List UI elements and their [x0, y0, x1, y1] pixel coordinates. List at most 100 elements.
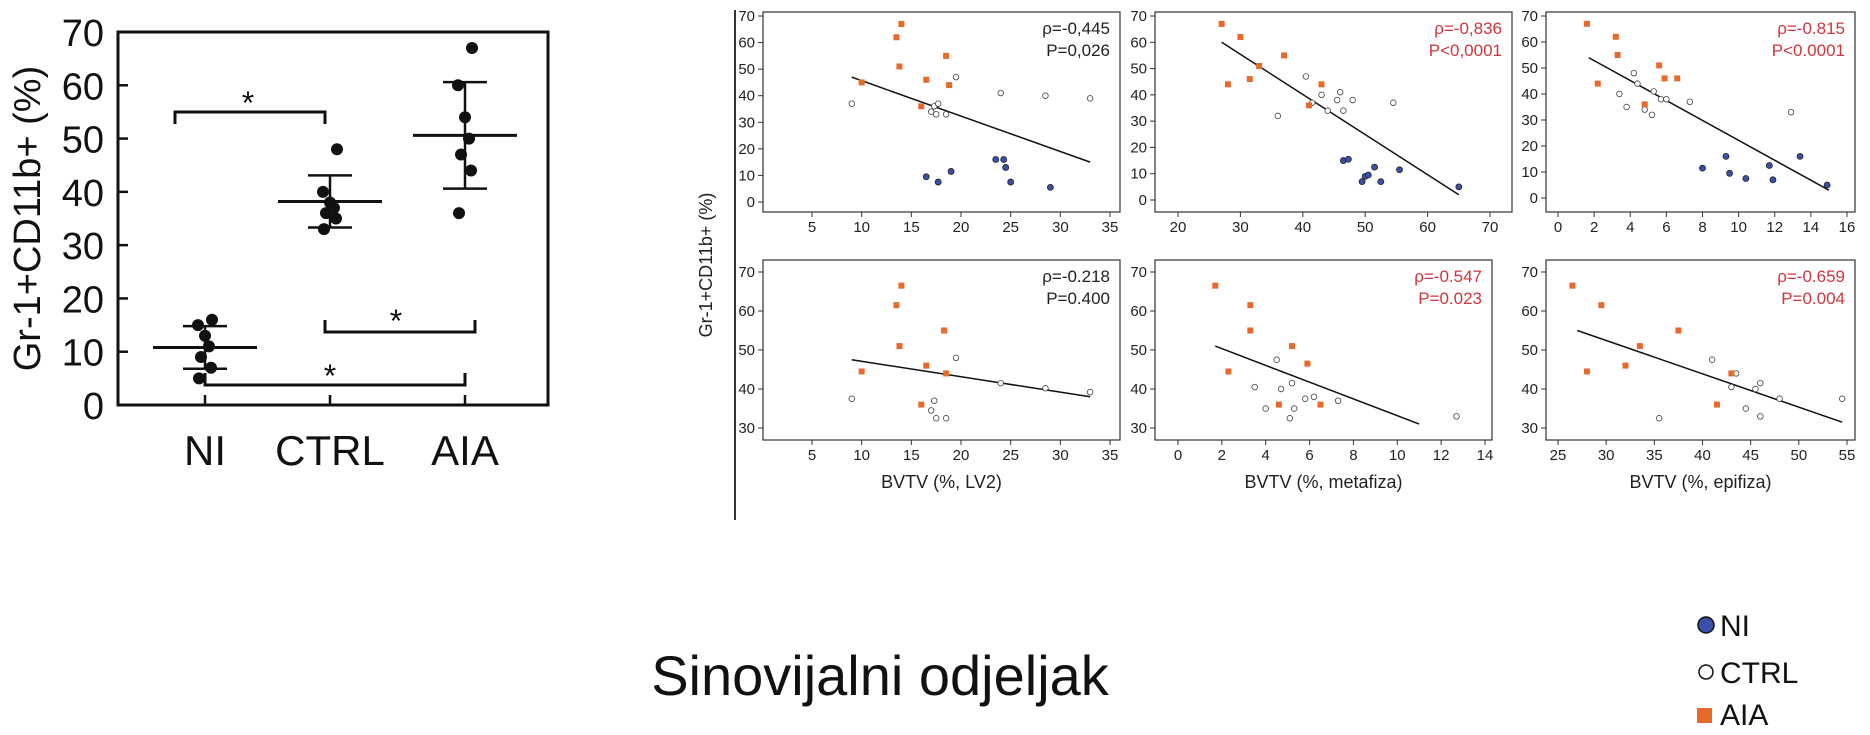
data-point-ni — [1002, 164, 1010, 171]
data-point-aia — [858, 368, 865, 375]
x-tick-label: 10 — [1730, 219, 1747, 236]
data-point-ctrl — [997, 89, 1004, 97]
data-point-ctrl — [1273, 356, 1280, 363]
data-point-aia — [1656, 62, 1663, 69]
x-tick-label: 35 — [1102, 219, 1119, 236]
data-point-aia — [896, 343, 903, 350]
x-tick-label: 14 — [1803, 219, 1820, 236]
data-point-aia — [1569, 282, 1576, 289]
category-label: CTRL — [275, 427, 385, 474]
scatter-panel-4: 5 10 15 20 25 30 35 30 40 50 60 70 BVTV (%, LV2) ρ=-0… — [738, 259, 1121, 492]
y-tick-label: 60 — [1130, 34, 1147, 51]
data-point-ctrl — [848, 395, 855, 402]
data-point-aia — [893, 302, 900, 309]
x-tick-label: 10 — [1389, 447, 1406, 464]
legend: NI CTRL AIA — [1697, 610, 1798, 732]
plot-frame — [1545, 11, 1856, 213]
data-point-ctrl — [1277, 385, 1285, 393]
data-point-aia — [1614, 52, 1621, 58]
x-axis-label: BVTV (%, LV2) — [881, 472, 1002, 492]
x-tick-label: 20 — [953, 219, 970, 236]
x-tick-label: 8 — [1698, 219, 1706, 236]
data-point-ctrl — [934, 100, 942, 107]
data-point-ni — [1358, 178, 1366, 186]
data-point-ctrl — [1752, 385, 1759, 393]
x-tick-label: 20 — [1170, 219, 1187, 236]
data-point-ctrl — [928, 407, 935, 414]
x-tick-label: 45 — [1742, 447, 1759, 464]
data-point-ctrl — [930, 397, 938, 404]
data-point-ni — [1769, 176, 1777, 184]
y-tick-label: 40 — [1521, 381, 1538, 398]
x-tick-label: 20 — [953, 447, 970, 464]
data-point-ctrl — [952, 73, 960, 81]
data-point-ctrl — [1838, 395, 1846, 402]
data-point-ctrl — [1274, 112, 1282, 120]
data-point-ctrl — [952, 354, 960, 361]
data-point-ctrl — [932, 415, 940, 422]
data-point-aia — [918, 103, 925, 110]
data-point-ni — [1726, 169, 1733, 177]
data-point-ctrl — [1787, 108, 1795, 116]
data-point-aia — [1661, 75, 1668, 82]
data-point-ni — [1377, 178, 1385, 186]
x-tick-label: 50 — [1357, 219, 1374, 236]
significance-star: * — [390, 303, 402, 339]
x-tick-label: 30 — [1052, 447, 1069, 464]
y-tick-label: 10 — [1521, 164, 1538, 181]
y-tick-label: 70 — [1130, 8, 1147, 25]
y-tick-label: 50 — [738, 61, 755, 78]
data-point — [331, 143, 343, 156]
data-point-ctrl — [1390, 99, 1397, 106]
data-point-aia — [1598, 302, 1605, 309]
data-point-ctrl — [1616, 90, 1623, 98]
data-point-aia — [1218, 20, 1225, 27]
stats-label: P=0,026 — [1046, 41, 1110, 60]
x-tick-label: 2 — [1218, 447, 1226, 464]
data-point-ctrl — [1086, 95, 1094, 102]
scatter-panel-6: 25 30 35 40 45 50 55 30 40 50 60 70 BVTV (%, epifiza… — [1521, 259, 1856, 492]
x-tick-label: 16 — [1839, 219, 1856, 236]
x-tick-label: 25 — [1550, 447, 1567, 464]
x-tick-label: 2 — [1590, 219, 1598, 236]
data-point-ctrl — [1349, 96, 1356, 104]
data-point-ctrl — [1291, 405, 1298, 412]
significance-star: * — [324, 358, 336, 394]
data-point — [317, 185, 329, 198]
y-tick-label: 30 — [1521, 420, 1538, 437]
y-tick-label: 60 — [1130, 303, 1147, 320]
y-tick-label: 40 — [62, 173, 104, 215]
data-point — [330, 212, 342, 225]
y-tick-label: 30 — [1521, 112, 1538, 129]
x-tick-label: 25 — [1002, 447, 1019, 464]
y-tick-label: 50 — [62, 120, 104, 162]
data-point-aia — [1281, 52, 1288, 59]
data-point-aia — [898, 20, 905, 27]
plot-frame — [762, 259, 1121, 441]
data-point-ctrl — [1302, 73, 1310, 80]
data-point-aia — [1247, 302, 1254, 309]
y-tick-label: 20 — [1130, 139, 1147, 156]
y-tick-label: 10 — [1130, 166, 1147, 183]
data-point-ctrl — [1728, 383, 1735, 391]
data-point-ctrl — [1650, 88, 1657, 95]
data-point — [453, 207, 465, 220]
data-point-ctrl — [1655, 415, 1663, 422]
data-point-ni — [1364, 171, 1372, 179]
y-tick-label: 0 — [1139, 192, 1147, 209]
scatter-panel-1: 5 10 15 20 25 30 35 0 10 20 30 40 50 60 70 ρ=-0,445 P=0,… — [738, 8, 1121, 236]
scatter-panel-5: 0 2 4 6 8 10 12 14 30 40 50 60 70 BVTV (%, metafiza) ρ… — [1130, 259, 1493, 492]
data-point-ctrl — [1623, 103, 1630, 111]
stats-label: ρ=-0,445 — [1042, 19, 1110, 38]
x-tick-label: 25 — [1002, 219, 1019, 236]
data-point-ctrl — [1657, 95, 1665, 103]
data-point — [206, 313, 218, 326]
y-tick-label: 60 — [738, 35, 755, 52]
x-tick-label: 70 — [1482, 219, 1499, 236]
data-point-ctrl — [1641, 106, 1648, 113]
data-point-ctrl — [1663, 95, 1670, 103]
data-point-ctrl — [1288, 379, 1296, 387]
x-tick-label: 30 — [1052, 219, 1069, 236]
data-point-ni — [1047, 183, 1054, 191]
y-tick-label: 30 — [738, 420, 755, 437]
